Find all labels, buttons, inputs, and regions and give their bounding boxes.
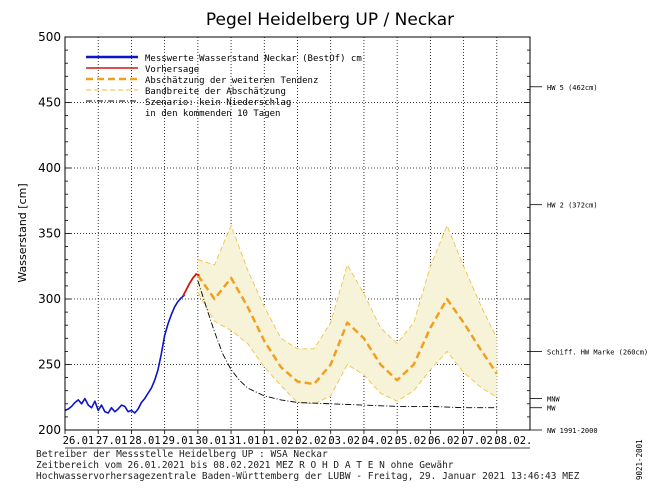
y-tick-label: 250 [38, 358, 61, 372]
legend-entry: Vorhersage [145, 65, 199, 75]
y-tick-label: 400 [38, 161, 61, 175]
legend-entry: Messwerte Wasserstand Neckar (BestOf) cm [145, 54, 362, 64]
reference-label: HW 5 (462cm) [547, 84, 598, 92]
reference-label: MNW [547, 396, 560, 404]
x-tick-label: 02.02. [295, 435, 333, 447]
x-tick-label: 26.01. [63, 435, 101, 447]
x-tick-label: 30.01. [195, 435, 233, 447]
footer-operator: Betreiber der Messstelle Heidelberg UP :… [36, 449, 328, 460]
scenario-line [197, 280, 497, 409]
legend-entry: in den kommenden 10 Tagen [145, 109, 280, 119]
x-tick-label: 31.01. [229, 435, 267, 447]
footer-issuer: Hochwasservorhersagezentrale Baden-Württ… [36, 471, 580, 482]
y-tick-label: 200 [38, 423, 61, 437]
band-area [197, 225, 497, 404]
reference-label: Schiff. HW Marke (260cm) [547, 348, 648, 356]
measured-line [64, 294, 186, 414]
legend-entry: Szenario: kein Niederschlag [145, 98, 291, 108]
y-tick-label: 350 [38, 227, 61, 241]
axes: 26.01.27.01.28.01.29.01.30.01.31.01.01.0… [38, 30, 532, 449]
y-tick-label: 500 [38, 30, 61, 44]
x-tick-label: 08.02. [494, 435, 532, 447]
band-upper-line [197, 224, 498, 350]
legend-entry: Abschätzung der weiteren Tendenz [145, 76, 318, 86]
side-code: 9021-2001 [635, 439, 644, 480]
reference-lines: HW 5 (462cm) HW 2 (372cm) Schiff. HW Marke… [530, 84, 648, 435]
reference-label: MW [547, 405, 556, 413]
x-tick-label: 29.01. [162, 435, 200, 447]
x-tick-label: 27.01. [96, 435, 134, 447]
x-tick-label: 07.02. [461, 435, 499, 447]
x-tick-label: 28.01. [129, 435, 167, 447]
tendency-line [196, 274, 498, 386]
legend: Messwerte Wasserstand Neckar (BestOf) cm… [86, 54, 362, 119]
y-tick-label: 300 [38, 292, 61, 306]
x-tick-label: 05.02. [395, 435, 433, 447]
estimation-band [197, 224, 498, 405]
legend-entry: Bandbreite der Abschätzung [145, 87, 286, 97]
y-axis-label: Wasserstand [cm] [16, 183, 29, 282]
series-lines [64, 273, 498, 414]
x-tick-label: 01.02. [262, 435, 300, 447]
x-tick-label: 04.02. [362, 435, 400, 447]
band-lower-line [197, 292, 498, 405]
forecast-line [182, 273, 200, 297]
reference-label: HW 2 (372cm) [547, 202, 598, 210]
y-tick-label: 450 [38, 96, 61, 110]
footer: Betreiber der Messstelle Heidelberg UP :… [36, 449, 580, 482]
chart-title: Pegel Heidelberg UP / Neckar [206, 10, 454, 30]
x-tick-label: 06.02. [428, 435, 466, 447]
footer-time-range: Zeitbereich vom 26.01.2021 bis 08.02.202… [36, 460, 454, 471]
x-tick-label: 03.02. [328, 435, 366, 447]
reference-label: NW 1991-2000 [547, 427, 598, 435]
